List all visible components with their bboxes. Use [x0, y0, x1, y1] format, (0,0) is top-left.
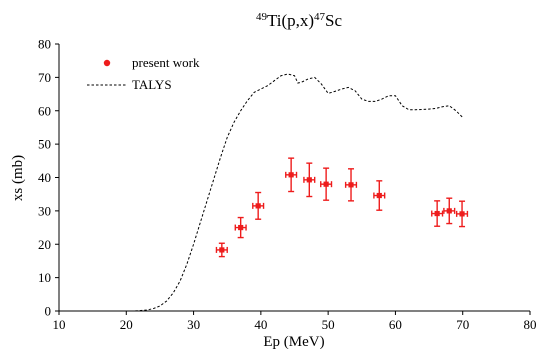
legend: present work TALYS: [87, 55, 200, 92]
title-mass-number-1: 49: [256, 11, 268, 23]
y-tick-label: 80: [38, 37, 51, 52]
data-point: [455, 200, 469, 228]
point-marker: [306, 177, 312, 183]
x-axis-ticks: 10 20 30 40 50 60 70 80: [53, 311, 537, 332]
x-tick-label: 40: [254, 317, 267, 332]
data-point: [344, 168, 358, 202]
point-marker: [459, 211, 465, 217]
point-marker: [255, 203, 261, 209]
x-tick-label: 80: [524, 317, 537, 332]
x-axis-title: Ep (MeV): [263, 334, 324, 349]
chart-title: 49Ti(p,x)47Sc: [256, 11, 343, 30]
y-tick-label: 0: [45, 304, 52, 319]
y-tick-label: 30: [38, 203, 51, 218]
x-tick-label: 30: [187, 317, 200, 332]
point-marker: [348, 182, 354, 188]
x-tick-label: 50: [322, 317, 335, 332]
point-marker: [323, 181, 329, 187]
y-tick-label: 70: [38, 70, 51, 85]
y-axis-ticks: 0 10 20 30 40 50 60 70 80: [38, 37, 59, 319]
title-product: Sc: [325, 11, 342, 30]
point-marker: [434, 210, 440, 217]
data-point: [320, 167, 333, 201]
present-work-series: [215, 157, 469, 258]
y-tick-label: 60: [38, 103, 51, 118]
x-tick-label: 20: [120, 317, 133, 332]
talys-series: [126, 73, 464, 312]
y-tick-label: 10: [38, 270, 51, 285]
x-tick-label: 70: [456, 317, 469, 332]
title-reaction: Ti(p,x): [267, 11, 314, 30]
data-point: [431, 200, 444, 227]
title-mass-number-2: 47: [314, 11, 326, 23]
data-point: [215, 242, 228, 258]
y-tick-label: 20: [38, 237, 51, 252]
x-tick-label: 60: [389, 317, 402, 332]
data-point: [285, 157, 298, 193]
point-marker: [288, 172, 294, 178]
point-marker: [219, 247, 225, 253]
data-point: [373, 180, 386, 211]
data-point: [252, 191, 265, 220]
y-axis-title: xs (mb): [10, 155, 26, 201]
talys-line: [126, 73, 464, 312]
point-marker: [376, 192, 382, 199]
legend-marker-present-work: [103, 59, 111, 67]
x-tick-label: 10: [53, 317, 66, 332]
point-marker: [446, 208, 452, 214]
y-tick-label: 50: [38, 137, 51, 152]
y-tick-label: 40: [38, 170, 51, 185]
data-point: [303, 162, 316, 198]
data-point: [443, 197, 456, 225]
data-point: [234, 216, 247, 239]
legend-label-talys: TALYS: [132, 77, 172, 92]
point-marker: [238, 224, 244, 231]
legend-label-present-work: present work: [132, 55, 200, 70]
